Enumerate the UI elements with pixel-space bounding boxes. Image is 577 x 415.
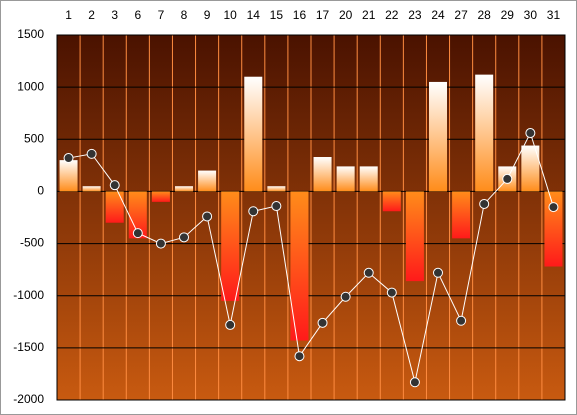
x-tick-label: 2	[88, 8, 95, 22]
bar	[82, 186, 101, 192]
bar	[174, 186, 194, 192]
bar	[521, 145, 540, 192]
marker	[317, 317, 328, 328]
bar	[313, 157, 332, 192]
bar	[244, 76, 263, 192]
marker	[433, 267, 443, 278]
marker	[225, 319, 236, 330]
bar	[382, 191, 401, 212]
marker	[479, 198, 490, 209]
bar	[105, 191, 124, 223]
bar	[59, 160, 78, 192]
bar	[475, 74, 494, 192]
marker	[386, 287, 397, 298]
marker	[548, 202, 559, 213]
y-tick-label: -2000	[13, 392, 44, 406]
x-tick-label: 31	[547, 8, 561, 22]
x-tick-label: 7	[158, 8, 165, 22]
plot-border	[56, 34, 566, 401]
marker	[363, 267, 374, 278]
x-tick-label: 3	[111, 8, 118, 22]
y-tick-label: -500	[20, 236, 44, 250]
y-tick-label: 0	[37, 184, 44, 198]
bar	[267, 186, 286, 192]
marker	[86, 148, 97, 159]
x-tick-label: 27	[454, 8, 468, 22]
x-tick-label: 20	[339, 8, 353, 22]
y-tick-label: -1500	[13, 340, 44, 354]
marker	[409, 377, 420, 388]
x-tick-label: 22	[385, 8, 399, 22]
bar	[452, 191, 471, 239]
marker	[525, 128, 536, 139]
marker	[132, 228, 143, 239]
x-tick-label: 15	[270, 8, 284, 22]
marker	[109, 180, 120, 191]
line	[68, 131, 554, 383]
x-tick-label: 28	[478, 8, 492, 22]
x-tick-label: 10	[224, 8, 238, 22]
x-tick-label: 21	[362, 8, 376, 22]
x-tick-label: 17	[316, 8, 330, 22]
marker	[456, 315, 467, 326]
marker	[294, 351, 305, 362]
x-tick-label: 6	[134, 8, 141, 22]
y-tick-label: 1000	[17, 79, 44, 93]
marker	[248, 206, 259, 217]
bar	[405, 191, 424, 282]
bar	[336, 166, 355, 192]
marker	[271, 201, 282, 212]
bar	[428, 81, 448, 192]
x-tick-label: 30	[524, 8, 538, 22]
x-tick-label: 14	[247, 8, 261, 22]
bar	[151, 191, 170, 202]
bar	[221, 191, 240, 301]
y-tick-label: 500	[24, 131, 44, 145]
bar	[544, 191, 563, 267]
marker	[179, 232, 189, 243]
marker	[340, 291, 351, 302]
x-tick-label: 8	[181, 8, 188, 22]
bar	[128, 191, 147, 239]
marker	[63, 153, 74, 164]
y-tick-label: 1500	[17, 27, 44, 41]
x-tick-label: 16	[293, 8, 307, 22]
bar	[290, 191, 309, 341]
bar	[359, 166, 378, 192]
x-tick-label: 29	[501, 8, 515, 22]
x-tick-label: 24	[431, 8, 445, 22]
marker	[502, 173, 513, 184]
x-tick-label: 1	[65, 8, 72, 22]
marker	[155, 238, 166, 249]
x-tick-label: 23	[408, 8, 422, 22]
marker	[202, 211, 213, 222]
bar	[198, 170, 217, 192]
y-tick-label: -1000	[13, 288, 44, 302]
x-tick-label: 9	[204, 8, 211, 22]
